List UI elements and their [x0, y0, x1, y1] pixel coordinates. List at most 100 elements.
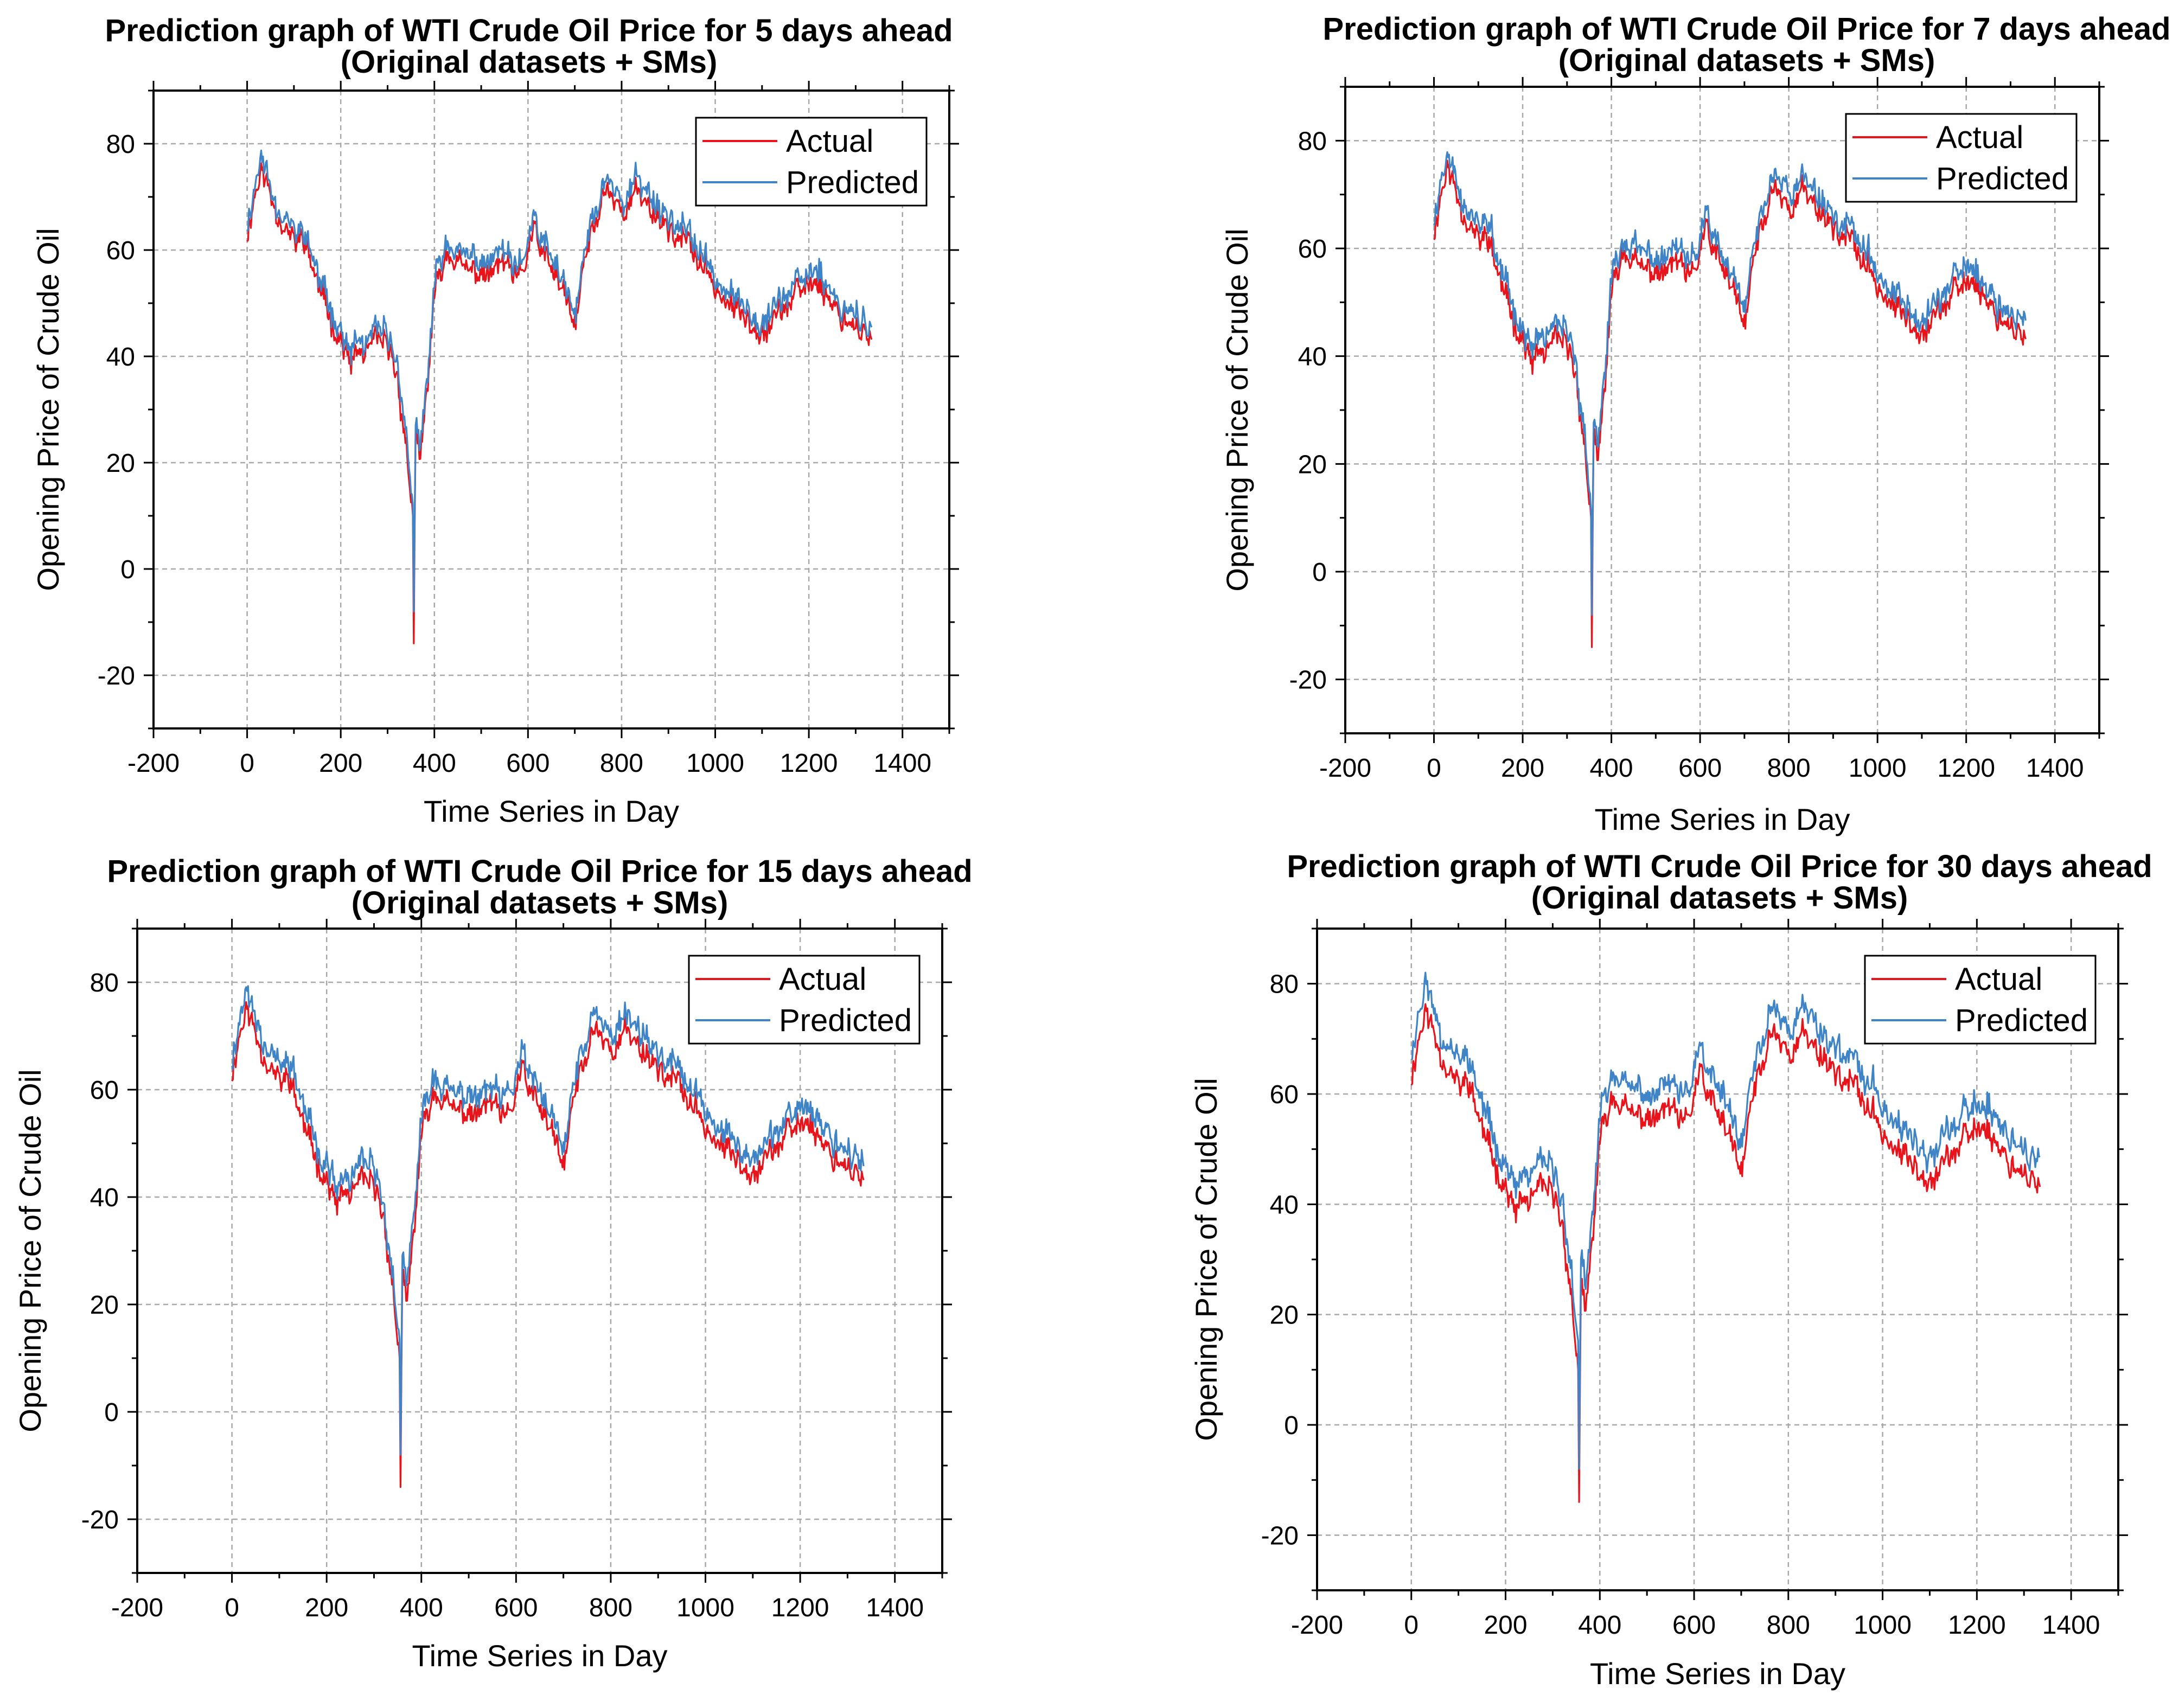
legend-box — [1864, 955, 2097, 1045]
x-tick-label: 1200 — [1937, 754, 1995, 783]
x-tick-label: 0 — [240, 749, 254, 778]
y-tick-label: 60 — [1270, 1080, 1299, 1109]
x-tick-label: 1400 — [2026, 754, 2084, 783]
x-axis-label: Time Series in Day — [1595, 802, 1850, 836]
series-line-predicted — [231, 985, 865, 1456]
chart-panel-7-days: Prediction graph of WTI Crude Oil Price … — [1220, 11, 2171, 836]
y-tick-label: 20 — [1270, 1301, 1299, 1330]
y-tick-label: 80 — [106, 130, 135, 159]
chart-title: Prediction graph of WTI Crude Oil Price … — [1287, 849, 2152, 884]
y-tick-label: 60 — [106, 236, 135, 265]
y-tick-label: 80 — [90, 969, 119, 997]
chart-panel-15-days: Prediction graph of WTI Crude Oil Price … — [13, 854, 973, 1673]
y-axis-label: Opening Price of Crude Oil — [1220, 228, 1254, 591]
x-tick-label: 1400 — [866, 1594, 924, 1622]
x-tick-label: 200 — [1501, 754, 1544, 783]
x-axis-label: Time Series in Day — [1590, 1656, 1845, 1691]
x-tick-label: 600 — [506, 749, 549, 778]
series-line-predicted — [1411, 971, 2041, 1470]
x-tick-label: 400 — [400, 1594, 443, 1622]
legend-label-actual: Actual — [1955, 962, 2042, 997]
y-tick-label: -20 — [1289, 666, 1327, 695]
x-tick-label: 600 — [494, 1594, 538, 1622]
chart-subtitle: (Original datasets + SMs) — [352, 885, 729, 920]
x-tick-label: 1400 — [2042, 1611, 2100, 1640]
chart-title: Prediction graph of WTI Crude Oil Price … — [107, 854, 972, 889]
x-tick-label: 200 — [319, 749, 362, 778]
x-tick-label: -200 — [127, 749, 180, 778]
y-tick-label: 0 — [1284, 1411, 1299, 1440]
x-tick-label: 400 — [413, 749, 456, 778]
x-tick-label: -200 — [111, 1594, 163, 1622]
y-tick-label: 20 — [90, 1291, 119, 1320]
legend-label-predicted: Predicted — [779, 1003, 912, 1038]
x-tick-label: 1200 — [780, 749, 838, 778]
y-tick-label: 60 — [90, 1076, 119, 1105]
y-tick-label: 80 — [1298, 127, 1327, 156]
x-tick-label: 0 — [225, 1594, 239, 1622]
series-line-actual — [1410, 1003, 2041, 1503]
y-tick-label: 40 — [1298, 343, 1327, 372]
x-tick-label: 800 — [1767, 1611, 1810, 1640]
legend-label-predicted: Predicted — [1955, 1003, 2088, 1038]
y-tick-label: 60 — [1298, 235, 1327, 264]
y-tick-label: -20 — [1261, 1521, 1299, 1550]
x-tick-label: 200 — [1484, 1611, 1527, 1640]
x-tick-label: 600 — [1678, 754, 1722, 783]
x-tick-label: 400 — [1578, 1611, 1621, 1640]
legend-box — [1845, 113, 2078, 203]
y-axis-label: Opening Price of Crude Oil — [31, 228, 65, 591]
y-tick-label: 20 — [106, 449, 135, 478]
legend-box — [695, 117, 928, 207]
x-axis-label: Time Series in Day — [412, 1639, 668, 1673]
x-tick-label: 800 — [600, 749, 643, 778]
x-tick-label: 200 — [305, 1594, 348, 1622]
x-tick-label: 800 — [1767, 754, 1811, 783]
series-line-predicted — [1433, 151, 2027, 616]
x-tick-label: 1000 — [1854, 1611, 1912, 1640]
x-tick-label: 1000 — [686, 749, 744, 778]
legend-label-predicted: Predicted — [1936, 161, 2069, 196]
series-line-actual — [246, 162, 873, 644]
chart-panel-5-days: Prediction graph of WTI Crude Oil Price … — [31, 13, 959, 828]
x-tick-label: 800 — [589, 1594, 632, 1622]
chart-title: Prediction graph of WTI Crude Oil Price … — [1322, 11, 2170, 47]
series-line-actual — [231, 1001, 865, 1488]
x-tick-label: 0 — [1427, 754, 1441, 783]
x-tick-label: 1200 — [771, 1594, 829, 1622]
x-tick-label: 400 — [1590, 754, 1633, 783]
x-tick-label: 0 — [1404, 1611, 1418, 1640]
x-tick-label: 1200 — [1948, 1611, 2006, 1640]
legend-label-actual: Actual — [1936, 120, 2023, 155]
chart-panel-30-days: Prediction graph of WTI Crude Oil Price … — [1189, 849, 2152, 1691]
chart-subtitle: (Original datasets + SMs) — [1531, 880, 1908, 916]
y-axis-label: Opening Price of Crude Oil — [1189, 1078, 1223, 1441]
y-tick-label: 20 — [1298, 450, 1327, 479]
legend-box — [688, 955, 921, 1045]
series-line-predicted — [246, 149, 873, 612]
legend-label-predicted: Predicted — [786, 165, 919, 200]
x-tick-label: -200 — [1319, 754, 1371, 783]
y-tick-label: 0 — [120, 555, 135, 584]
x-axis-label: Time Series in Day — [424, 794, 679, 828]
y-tick-label: 0 — [1312, 558, 1327, 587]
y-tick-label: 0 — [104, 1398, 119, 1427]
y-tick-label: -20 — [98, 662, 135, 690]
x-tick-label: 1000 — [1849, 754, 1907, 783]
y-tick-label: 40 — [1270, 1191, 1299, 1219]
chart-title: Prediction graph of WTI Crude Oil Price … — [105, 13, 953, 48]
x-tick-label: 1000 — [676, 1594, 734, 1622]
x-tick-label: 600 — [1672, 1611, 1716, 1640]
legend-label-actual: Actual — [786, 124, 873, 159]
y-tick-label: -20 — [81, 1506, 119, 1534]
y-tick-label: 40 — [90, 1184, 119, 1212]
chart-subtitle: (Original datasets + SMs) — [1558, 43, 1935, 78]
y-tick-label: 80 — [1270, 970, 1299, 999]
legend-label-actual: Actual — [779, 962, 866, 997]
chart-subtitle: (Original datasets + SMs) — [341, 44, 718, 80]
x-tick-label: -200 — [1291, 1611, 1343, 1640]
x-tick-label: 1400 — [873, 749, 931, 778]
y-tick-label: 40 — [106, 343, 135, 372]
y-axis-label: Opening Price of Crude Oil — [13, 1069, 47, 1432]
